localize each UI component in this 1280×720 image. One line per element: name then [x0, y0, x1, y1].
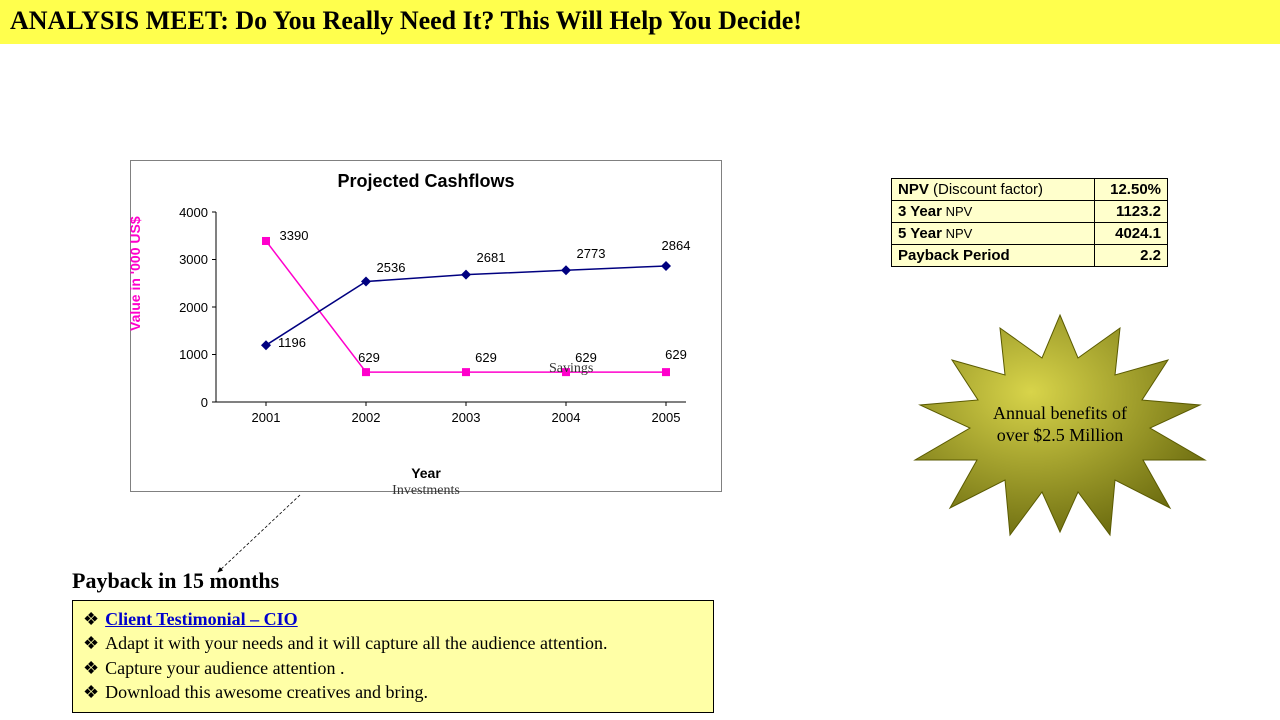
bullet-icon: ❖ — [83, 656, 99, 680]
table-row: 5 Year NPV 4024.1 — [892, 223, 1168, 245]
svg-text:1000: 1000 — [179, 347, 208, 362]
svg-text:3390: 3390 — [280, 228, 309, 243]
chart-x-axis-label: Year — [131, 465, 721, 481]
svg-text:2003: 2003 — [452, 410, 481, 425]
chart-svg: 0 1000 2000 3000 4000 2001 2002 2003 200… — [146, 192, 706, 452]
svg-text:2002: 2002 — [352, 410, 381, 425]
testimonial-line: Download this awesome creatives and brin… — [105, 680, 428, 704]
svg-text:629: 629 — [358, 350, 380, 365]
testimonial-box: ❖ Client Testimonial – CIO ❖ Adapt it wi… — [72, 600, 714, 713]
connector-arrow — [210, 490, 310, 580]
chart-x-sublabel: Investments — [131, 483, 721, 499]
table-row: Payback Period 2.2 — [892, 245, 1168, 267]
bullet-icon: ❖ — [83, 680, 99, 704]
svg-text:2773: 2773 — [577, 246, 606, 261]
svg-text:2536: 2536 — [377, 260, 406, 275]
svg-text:2001: 2001 — [252, 410, 281, 425]
page-title-banner: ANALYSIS MEET: Do You Really Need It? Th… — [0, 0, 1280, 44]
starburst-text: Annual benefits of over $2.5 Million — [910, 310, 1210, 540]
svg-text:629: 629 — [665, 347, 687, 362]
table-row: 3 Year NPV 1123.2 — [892, 201, 1168, 223]
svg-text:4000: 4000 — [179, 205, 208, 220]
svg-text:1196: 1196 — [278, 335, 306, 350]
chart-y-axis-label: Value in '000 US$ — [127, 216, 143, 331]
table-row: NPV (Discount factor) 12.50% — [892, 179, 1168, 201]
testimonial-line: Capture your audience attention . — [105, 656, 344, 680]
page-title: ANALYSIS MEET: Do You Really Need It? Th… — [10, 6, 802, 35]
svg-text:2681: 2681 — [477, 250, 506, 265]
svg-text:3000: 3000 — [179, 252, 208, 267]
svg-text:629: 629 — [475, 350, 497, 365]
svg-text:2005: 2005 — [652, 410, 681, 425]
savings-series-label: Savings — [549, 361, 593, 377]
bullet-icon: ❖ — [83, 631, 99, 655]
cashflow-chart: Projected Cashflows Value in '000 US$ 0 … — [130, 160, 722, 492]
chart-title: Projected Cashflows — [131, 171, 721, 192]
testimonial-line: Adapt it with your needs and it will cap… — [105, 631, 607, 655]
svg-text:2004: 2004 — [552, 410, 581, 425]
bullet-icon: ❖ — [83, 607, 99, 631]
svg-text:2864: 2864 — [662, 238, 691, 253]
svg-text:2000: 2000 — [179, 300, 208, 315]
testimonial-link[interactable]: Client Testimonial – CIO — [105, 607, 298, 631]
npv-table: NPV (Discount factor) 12.50% 3 Year NPV … — [891, 178, 1168, 267]
payback-text: Payback in 15 months — [72, 568, 279, 594]
svg-text:0: 0 — [201, 395, 208, 410]
